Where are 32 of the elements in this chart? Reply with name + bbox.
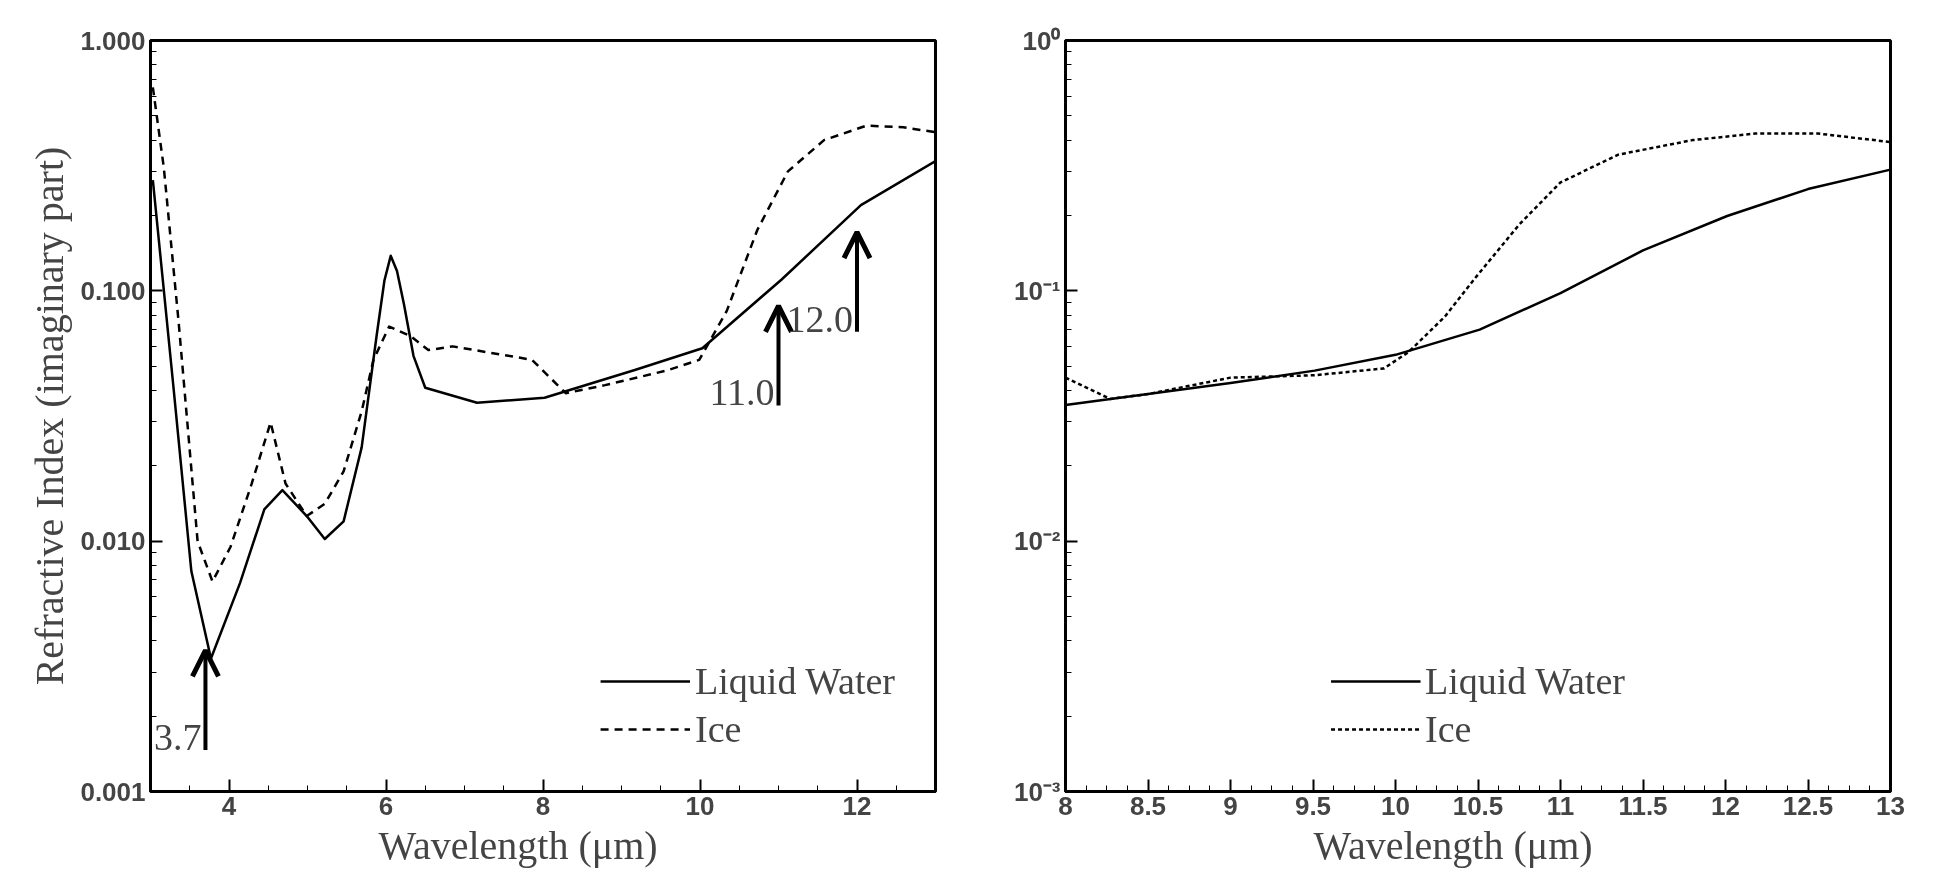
legend-label: Ice [695,707,742,751]
legend-label: Ice [1425,707,1472,751]
x-axis-title: Wavelength (μm) [378,822,658,868]
x-axis-title: Wavelength (μm) [1313,822,1593,868]
x-tick-label: 8.5 [1129,790,1167,821]
y-tick-label: 10⁻² [1013,526,1061,557]
x-tick-label: 6 [378,790,394,821]
y-axis-title: Refractive Index (imaginary part) [27,146,73,686]
ref-line-label: 11.0 [709,371,775,414]
x-tick-label: 4 [221,790,237,821]
x-tick-label: 10 [1381,790,1410,821]
legend-label: Liquid Water [1425,659,1625,703]
x-tick-label: 12 [1711,790,1740,821]
x-tick-label: 9.5 [1294,790,1332,821]
x-tick-label: 10.5 [1452,790,1504,821]
x-tick-label: 11 [1546,790,1575,821]
x-tick-label: 9 [1223,790,1238,821]
y-tick-label: 0.001 [80,776,146,807]
y-tick-label: 0.100 [80,275,146,306]
legend-label: Liquid Water [695,659,895,703]
x-tick-label: 12 [842,790,872,821]
y-tick-label: 10⁰ [1022,25,1062,56]
ref-line-label: 12.0 [786,297,853,340]
x-tick-label: 8 [535,790,551,821]
x-tick-label: 11.5 [1618,790,1668,821]
y-tick-label: 1.000 [80,25,146,56]
x-tick-label: 12.5 [1782,790,1834,821]
y-tick-label: 0.010 [80,526,146,557]
ref-line-label: 3.7 [153,716,202,759]
y-tick-label: 10⁻¹ [1013,275,1061,306]
x-tick-label: 10 [685,790,715,821]
x-tick-label: 13 [1876,790,1905,821]
